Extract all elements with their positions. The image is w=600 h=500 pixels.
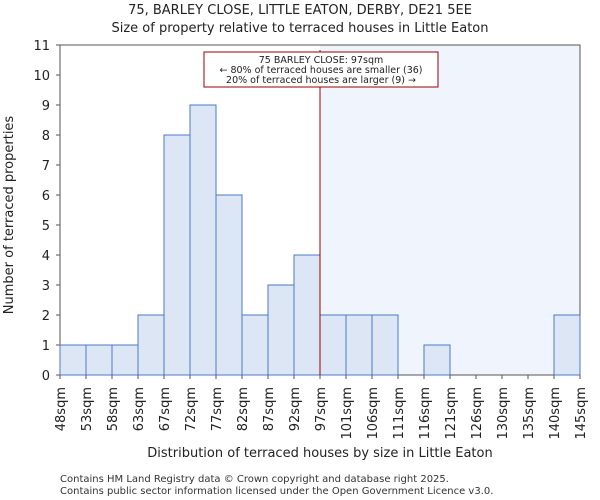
bar [241,314,269,376]
y-tick-label: 11 [33,39,50,54]
x-tick-label: 126sqm [470,387,485,440]
y-axis-label: Number of terraced properties [2,116,17,315]
y-tick-label: 4 [42,249,50,264]
x-tick-label: 58sqm [106,387,121,431]
bar [215,194,243,376]
annotation-box [203,51,439,88]
x-tick-label: 48sqm [54,387,69,431]
bar [137,314,165,376]
bar [553,314,581,376]
x-tick-label: 145sqm [574,387,589,440]
x-tick-label: 130sqm [496,387,511,440]
bar [189,104,217,376]
x-tick-label: 135sqm [522,387,537,440]
x-tick-label: 53sqm [80,387,95,431]
bar [319,314,347,376]
bar [267,284,295,376]
annotation-line-3: 20% of terraced houses are larger (9) → [226,75,416,86]
footer-line-2: Contains public sector information licen… [60,486,493,497]
x-tick-label: 140sqm [548,387,563,440]
x-tick-label: 72sqm [184,387,199,431]
x-tick-label: 121sqm [444,387,459,440]
y-tick-label: 6 [42,189,50,204]
x-tick-label: 92sqm [288,387,303,431]
bar [163,134,191,376]
y-tick-label: 1 [42,339,50,354]
plot-area: 0 1 2 3 4 5 6 7 8 9 10 11 48sqm 53sqm 58sqm 63sqm 67sqm 7… [33,39,589,440]
bar [59,344,87,376]
x-tick-label: 97sqm [314,387,329,431]
bar [85,344,113,376]
bar [423,344,451,376]
chart-subtitle: Size of property relative to terraced ho… [111,21,488,36]
x-tick-label: 87sqm [262,387,277,431]
x-tick-label: 63sqm [132,387,147,431]
x-tick-label: 82sqm [236,387,251,431]
y-tick-label: 8 [42,129,50,144]
x-axis-label: Distribution of terraced houses by size … [147,446,492,461]
y-tick-label: 7 [42,159,50,174]
chart-title: 75, BARLEY CLOSE, LITTLE EATON, DERBY, D… [128,3,472,18]
x-tick-label: 106sqm [366,387,381,440]
x-tick-label: 116sqm [418,387,433,440]
annotation-line-2: ← 80% of terraced houses are smaller (36… [219,65,422,76]
x-tick-label: 77sqm [210,387,225,431]
y-tick-label: 5 [42,219,50,234]
y-tick-label: 3 [42,279,50,294]
x-tick-label: 101sqm [340,387,355,440]
y-tick-label: 0 [42,369,50,384]
footer-line-1: Contains HM Land Registry data © Crown c… [60,474,449,485]
bar [371,314,399,376]
x-tick-label: 67sqm [158,387,173,431]
bar [293,254,321,376]
bar [111,344,139,376]
y-tick-label: 10 [33,69,50,84]
y-tick-label: 9 [42,99,50,114]
x-tick-label: 111sqm [392,387,407,440]
bar [345,314,373,376]
y-tick-label: 2 [42,309,50,324]
annotation-line-1: 75 BARLEY CLOSE: 97sqm [259,55,383,66]
